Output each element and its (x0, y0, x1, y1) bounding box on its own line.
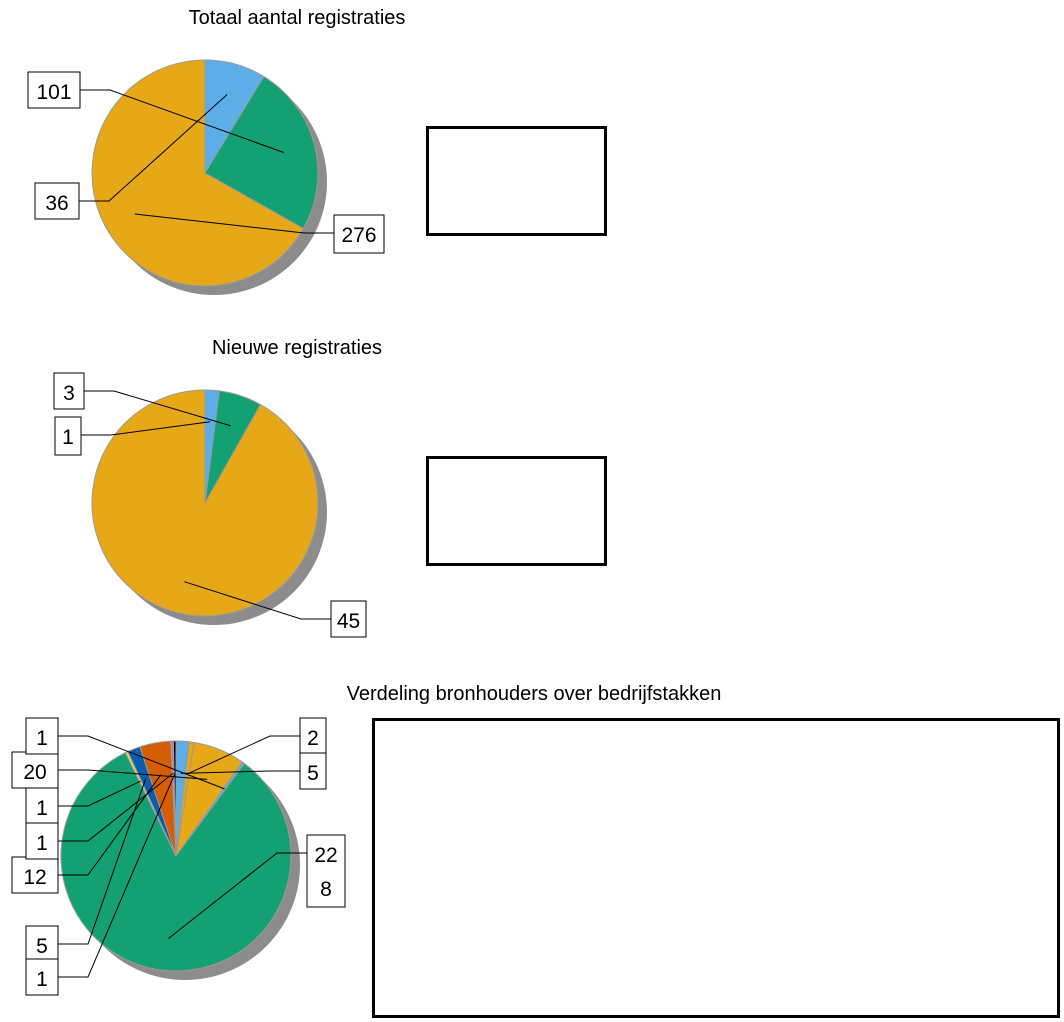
pie-slice-gemeenten (60, 752, 292, 972)
leader-line (58, 772, 174, 842)
value-label: 101 (36, 81, 71, 104)
leader-line (58, 774, 162, 876)
value-label: 3 (63, 382, 75, 405)
value-label: 12 (23, 866, 46, 889)
value-label: 22 (314, 844, 337, 867)
value-label: 5 (307, 762, 319, 785)
legend-chart-1 (426, 126, 607, 236)
value-label-box (25, 958, 59, 996)
value-label-box (330, 600, 367, 638)
value-label-box (25, 925, 59, 963)
value-label-box (299, 752, 327, 790)
leader-line (184, 581, 331, 620)
value-label-box (27, 71, 81, 109)
chart-title: Verdeling bronhouders over bedrijfstakke… (347, 683, 722, 705)
chart-title: Nieuwe registraties (212, 337, 382, 359)
pie-slice-dataleverancier (204, 75, 319, 230)
value-label: 5 (36, 935, 48, 958)
value-label: 1 (36, 727, 48, 750)
leader-line (134, 213, 334, 234)
pie-slice-bronhouder (91, 59, 305, 287)
value-label: 1 (62, 426, 74, 449)
value-label: 20 (23, 761, 46, 784)
leader-line (58, 778, 147, 945)
leader-line (58, 769, 208, 780)
value-label-box (25, 822, 59, 860)
value-label-box (54, 416, 82, 456)
leader-line (180, 770, 300, 774)
value-label-box (34, 182, 80, 220)
leader-line (187, 735, 300, 775)
leader-line (58, 735, 225, 790)
value-label: 36 (45, 192, 68, 215)
chart-title: Totaal aantal registraties (189, 7, 406, 29)
value-label-box (306, 834, 346, 908)
value-label-box (11, 751, 59, 789)
leader-line (80, 89, 284, 153)
value-label-box (333, 214, 385, 254)
value-label: 8 (320, 878, 332, 901)
leader-line (84, 390, 231, 427)
leader-line (81, 421, 211, 436)
leader-line (79, 94, 228, 202)
value-label: 1 (36, 832, 48, 855)
legend-chart-3 (372, 718, 1060, 1018)
pie-slice-bronhouder (91, 389, 319, 617)
value-label: 1 (36, 797, 48, 820)
value-label: 276 (341, 224, 376, 247)
value-label: 1 (36, 968, 48, 991)
value-label-box (25, 717, 59, 755)
leader-line (168, 852, 307, 939)
legend-chart-2 (426, 456, 607, 566)
leader-line (58, 773, 176, 978)
leader-line (58, 780, 141, 807)
value-label-box (53, 372, 85, 410)
value-label: 2 (307, 727, 319, 750)
value-label: 45 (337, 610, 360, 633)
